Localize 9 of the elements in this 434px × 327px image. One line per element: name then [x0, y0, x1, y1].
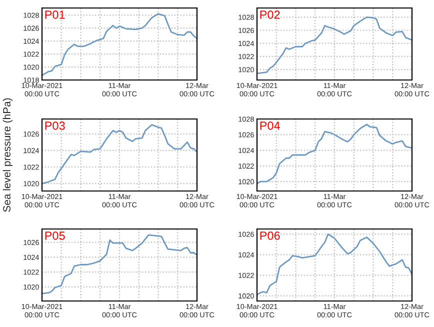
- annotation: P05: [45, 231, 65, 240]
- annotation: P01: [45, 10, 65, 19]
- annotation: P04: [260, 121, 280, 130]
- line-series: [257, 124, 412, 185]
- annotation: P02: [260, 10, 280, 19]
- line-series: [257, 233, 412, 296]
- y-axis-title: Sea level pressure (hPa): [2, 98, 13, 212]
- annotation: P06: [260, 231, 280, 240]
- annotation: P03: [45, 121, 65, 130]
